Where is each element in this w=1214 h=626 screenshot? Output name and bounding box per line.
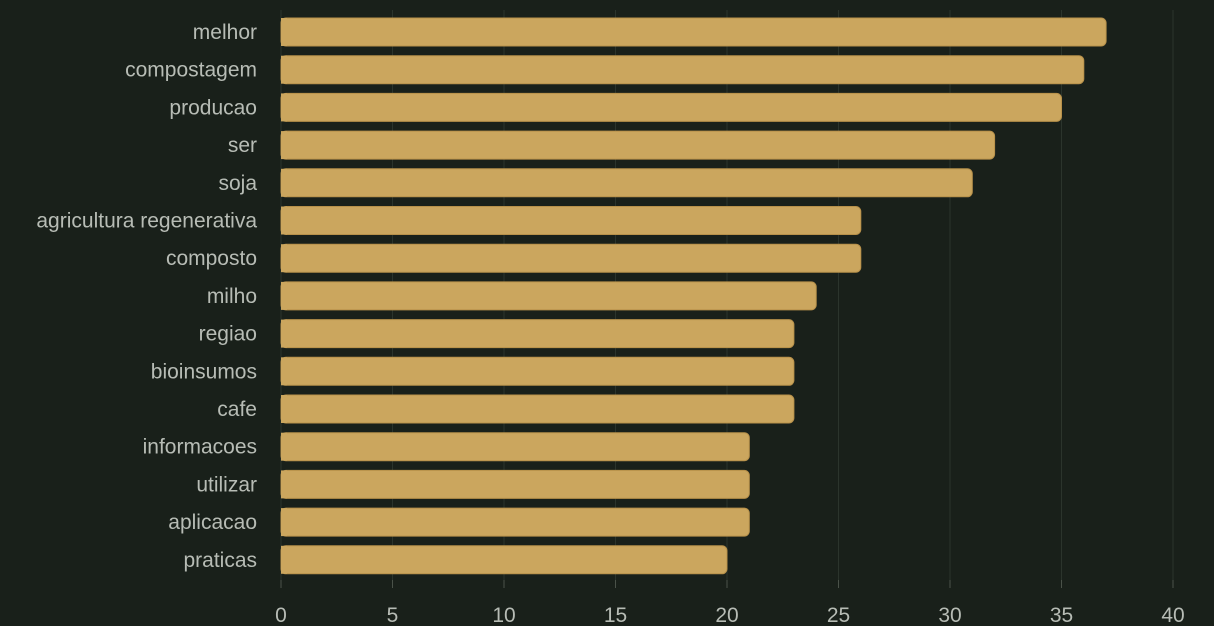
- category-label: soja: [218, 172, 257, 195]
- category-label: agricultura regenerativa: [36, 210, 257, 233]
- bar: [280, 319, 795, 349]
- category-label: informacoes: [143, 436, 257, 459]
- bars: [280, 17, 1107, 575]
- x-axis-ticks: 0 5 10 15 20 25 30 35 40: [275, 580, 1185, 626]
- bar-base: [281, 206, 287, 235]
- bar: [280, 545, 728, 575]
- category-label: aplicacao: [168, 511, 257, 534]
- bar: [280, 356, 795, 386]
- category-label: bioinsumos: [151, 360, 257, 383]
- category-label: cafe: [217, 398, 257, 421]
- bar-base: [281, 168, 287, 197]
- bar-base: [281, 470, 287, 499]
- bar: [280, 243, 862, 273]
- bar: [280, 168, 973, 198]
- category-label: praticas: [183, 549, 257, 572]
- bar-base: [281, 508, 287, 537]
- bar-base: [281, 93, 287, 122]
- bar-base: [281, 545, 287, 574]
- bar-base: [281, 244, 287, 273]
- x-tick-label: 0: [275, 604, 287, 626]
- bar-base: [281, 18, 287, 46]
- bar-base: [281, 432, 287, 461]
- bar: [280, 17, 1107, 47]
- bar: [280, 92, 1062, 122]
- bar-base: [281, 131, 287, 160]
- category-label: melhor: [193, 21, 257, 44]
- x-tick-label: 25: [827, 604, 850, 626]
- bar-base: [281, 281, 287, 310]
- bar: [280, 130, 996, 160]
- bar: [280, 507, 750, 537]
- bar: [280, 206, 862, 235]
- bar: [280, 432, 750, 462]
- bar-base: [281, 55, 287, 84]
- x-tick-label: 40: [1161, 604, 1184, 626]
- x-tick-label: 5: [387, 604, 399, 626]
- bar-base: [281, 395, 287, 423]
- bar: [280, 469, 750, 499]
- category-label: composto: [166, 247, 257, 270]
- category-labels: melhor compostagem producao ser soja agricult…: [36, 21, 257, 572]
- category-label: regiao: [199, 323, 257, 346]
- category-label: ser: [228, 134, 257, 157]
- bar-base: [281, 319, 287, 348]
- category-label: compostagem: [125, 59, 257, 82]
- category-label: utilizar: [196, 473, 257, 496]
- x-tick-label: 35: [1050, 604, 1073, 626]
- x-tick-label: 10: [492, 604, 515, 626]
- x-tick-label: 30: [938, 604, 961, 626]
- category-label: milho: [207, 285, 257, 308]
- x-tick-label: 15: [604, 604, 627, 626]
- bar: [280, 394, 795, 424]
- bar: [280, 281, 817, 311]
- bar: [280, 55, 1085, 85]
- x-tick-label: 20: [715, 604, 738, 626]
- category-label: producao: [169, 96, 257, 119]
- bar-base: [281, 357, 287, 386]
